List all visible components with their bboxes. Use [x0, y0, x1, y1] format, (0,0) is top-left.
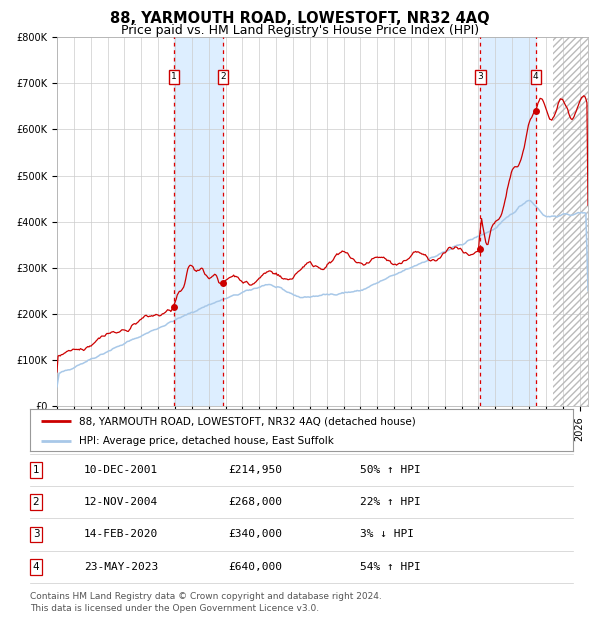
Text: 3% ↓ HPI: 3% ↓ HPI [360, 529, 414, 539]
Text: 4: 4 [32, 562, 40, 572]
Text: 3: 3 [478, 73, 484, 81]
Bar [481, 37, 536, 406]
Text: 3: 3 [32, 529, 40, 539]
Bar [174, 37, 223, 406]
Text: £214,950: £214,950 [228, 465, 282, 475]
Text: 23-MAY-2023: 23-MAY-2023 [84, 562, 158, 572]
Bar [553, 37, 588, 406]
Text: 1: 1 [32, 465, 40, 475]
Text: HPI: Average price, detached house, East Suffolk: HPI: Average price, detached house, East… [79, 436, 334, 446]
Text: Contains HM Land Registry data © Crown copyright and database right 2024.
This d: Contains HM Land Registry data © Crown c… [30, 591, 382, 613]
Text: 14-FEB-2020: 14-FEB-2020 [84, 529, 158, 539]
Text: 50% ↑ HPI: 50% ↑ HPI [360, 465, 421, 475]
Text: 22% ↑ HPI: 22% ↑ HPI [360, 497, 421, 507]
Text: 88, YARMOUTH ROAD, LOWESTOFT, NR32 4AQ: 88, YARMOUTH ROAD, LOWESTOFT, NR32 4AQ [110, 11, 490, 26]
Text: 12-NOV-2004: 12-NOV-2004 [84, 497, 158, 507]
Text: £340,000: £340,000 [228, 529, 282, 539]
Bar [553, 37, 588, 406]
Text: 2: 2 [32, 497, 40, 507]
Text: 54% ↑ HPI: 54% ↑ HPI [360, 562, 421, 572]
Text: 88, YARMOUTH ROAD, LOWESTOFT, NR32 4AQ (detached house): 88, YARMOUTH ROAD, LOWESTOFT, NR32 4AQ (… [79, 416, 416, 426]
Text: Price paid vs. HM Land Registry's House Price Index (HPI): Price paid vs. HM Land Registry's House … [121, 24, 479, 37]
Text: 1: 1 [171, 73, 177, 81]
Text: 2: 2 [221, 73, 226, 81]
Text: 10-DEC-2001: 10-DEC-2001 [84, 465, 158, 475]
Text: £640,000: £640,000 [228, 562, 282, 572]
Text: 4: 4 [533, 73, 538, 81]
Text: £268,000: £268,000 [228, 497, 282, 507]
